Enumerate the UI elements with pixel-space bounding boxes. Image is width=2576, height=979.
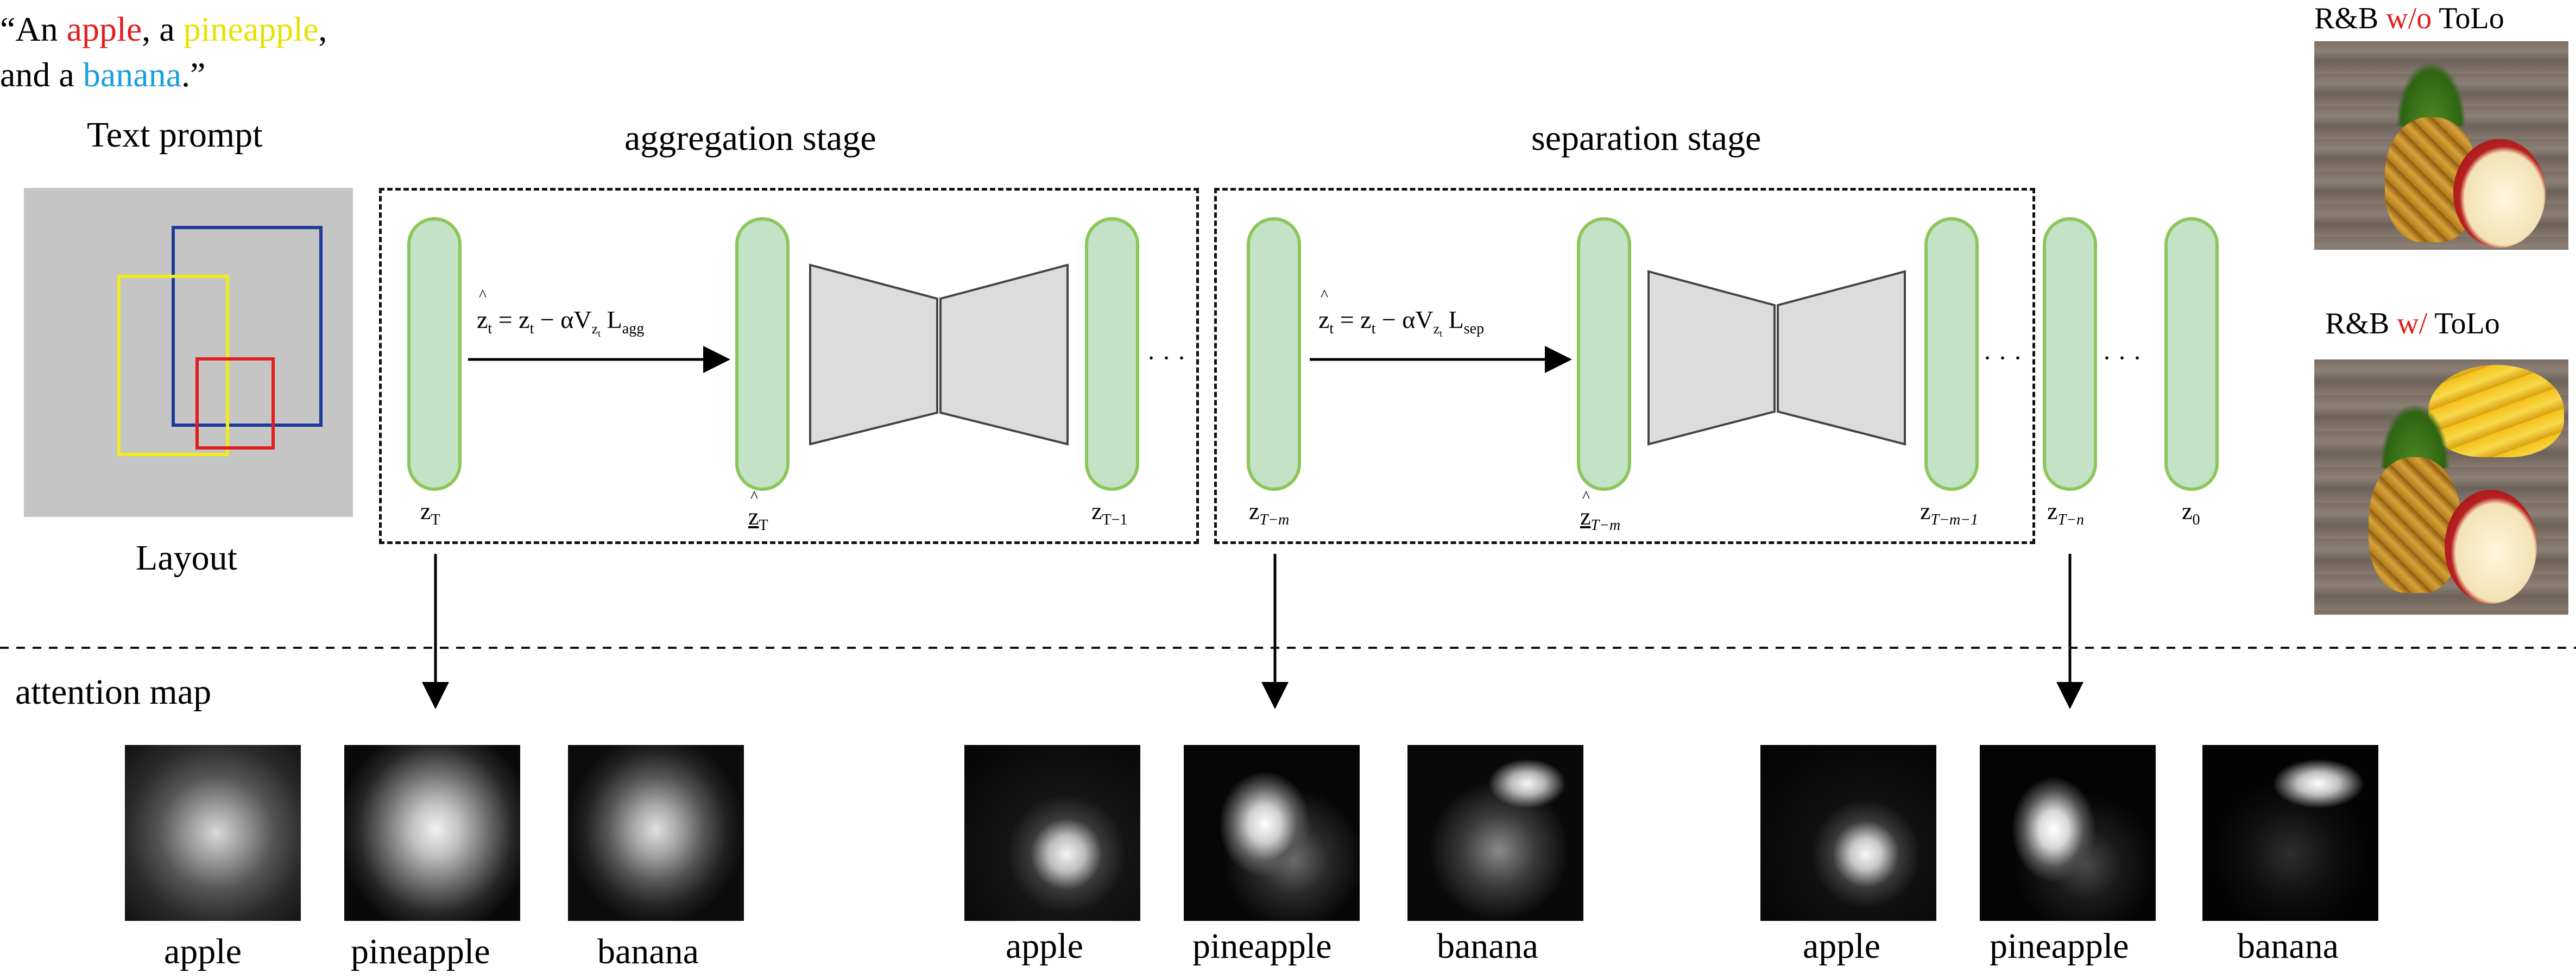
attention-label: banana — [2237, 926, 2339, 966]
text-prompt-label: Text prompt — [87, 115, 263, 155]
prompt-seg: and a — [0, 55, 83, 94]
latent-zT-n — [2043, 217, 2097, 491]
latent-label: zT−1 — [1091, 498, 1128, 528]
attention-map-banana — [2202, 745, 2378, 921]
attention-label: pineapple — [1192, 926, 1332, 966]
attention-map-apple — [1760, 745, 1936, 921]
aggregation-stage-box — [379, 188, 1199, 544]
rb-with-title: R&B w/ ToLo — [2325, 307, 2500, 340]
unet-decoder-2 — [1777, 270, 1906, 446]
aggregation-stage-label: aggregation stage — [624, 118, 876, 158]
latent-zT — [407, 217, 462, 491]
attention-label: apple — [1006, 926, 1083, 966]
attention-map-apple — [125, 745, 301, 921]
result-image-without-tolo — [2314, 41, 2568, 250]
unet-encoder-1 — [809, 263, 938, 446]
unet-decoder-1 — [939, 263, 1069, 446]
layout-box-blue — [172, 226, 323, 427]
pineapple-crown — [2396, 61, 2466, 126]
attention-label: apple — [1803, 926, 1880, 966]
ellipsis: · · · — [1147, 344, 1186, 372]
prompt-word-apple: apple — [66, 10, 142, 48]
text-prompt: “An apple, a pineapple, and a banana.” — [0, 7, 327, 98]
latent-label: ^ zT — [748, 488, 768, 534]
attention-label: banana — [597, 932, 699, 971]
latent-zT-hat — [735, 217, 790, 491]
attention-label: banana — [1437, 926, 1538, 966]
apple-half — [2453, 139, 2546, 248]
latent-zT-m-hat — [1577, 217, 1631, 491]
latent-label: zT−m — [1249, 498, 1290, 528]
apple-half — [2445, 490, 2537, 604]
pineapple-body — [2369, 457, 2461, 593]
latent-label: zT — [420, 498, 440, 528]
ellipsis: · · · — [1983, 344, 2022, 372]
latent-label: ^ zT−m — [1580, 488, 1621, 534]
attention-map-pineapple — [1184, 745, 1360, 921]
prompt-seg: “An — [0, 10, 67, 48]
latent-zT-m-1 — [1924, 217, 1979, 491]
unet-encoder-2 — [1647, 270, 1776, 446]
attention-map-apple — [964, 745, 1140, 921]
attention-map-banana — [568, 745, 744, 921]
attention-label: pineapple — [1990, 926, 2129, 966]
attention-map-pineapple — [344, 745, 520, 921]
prompt-line-1: “An apple, a pineapple, — [0, 7, 327, 52]
banana-bunch — [2428, 365, 2564, 457]
attention-map-label: attention map — [15, 672, 212, 712]
layout-box-red — [195, 357, 275, 450]
equation-aggregation: ^ zt = zt − αVzt Lagg — [477, 286, 645, 339]
prompt-word-pineapple: pineapple — [183, 10, 319, 48]
attention-map-banana — [1407, 745, 1583, 921]
latent-label: zT−n — [2047, 498, 2084, 528]
layout-label: Layout — [136, 538, 237, 578]
prompt-seg: , a — [142, 10, 184, 48]
latent-z0 — [2164, 217, 2219, 491]
latent-zT-1 — [1085, 217, 1139, 491]
rb-without-title: R&B w/o ToLo — [2314, 2, 2504, 35]
attention-map-pineapple — [1980, 745, 2156, 921]
layout-panel — [24, 188, 353, 517]
attention-label: apple — [164, 932, 242, 971]
prompt-line-2: and a banana.” — [0, 52, 327, 98]
latent-label: z0 — [2182, 498, 2200, 528]
separation-stage-label: separation stage — [1531, 118, 1761, 158]
result-image-with-tolo — [2314, 359, 2568, 615]
latent-zT-m — [1247, 217, 1301, 491]
equation-separation: ^ zt = zt − αVzt Lsep — [1318, 286, 1485, 339]
separation-stage-box — [1214, 188, 2035, 544]
prompt-seg: , — [318, 10, 327, 48]
layout-box-yellow — [117, 275, 229, 456]
ellipsis: · · · — [2103, 344, 2142, 372]
attention-label: pineapple — [351, 932, 490, 971]
prompt-seg: .” — [181, 55, 206, 94]
latent-label: zT−m−1 — [1920, 498, 1979, 528]
prompt-word-banana: banana — [83, 55, 182, 94]
